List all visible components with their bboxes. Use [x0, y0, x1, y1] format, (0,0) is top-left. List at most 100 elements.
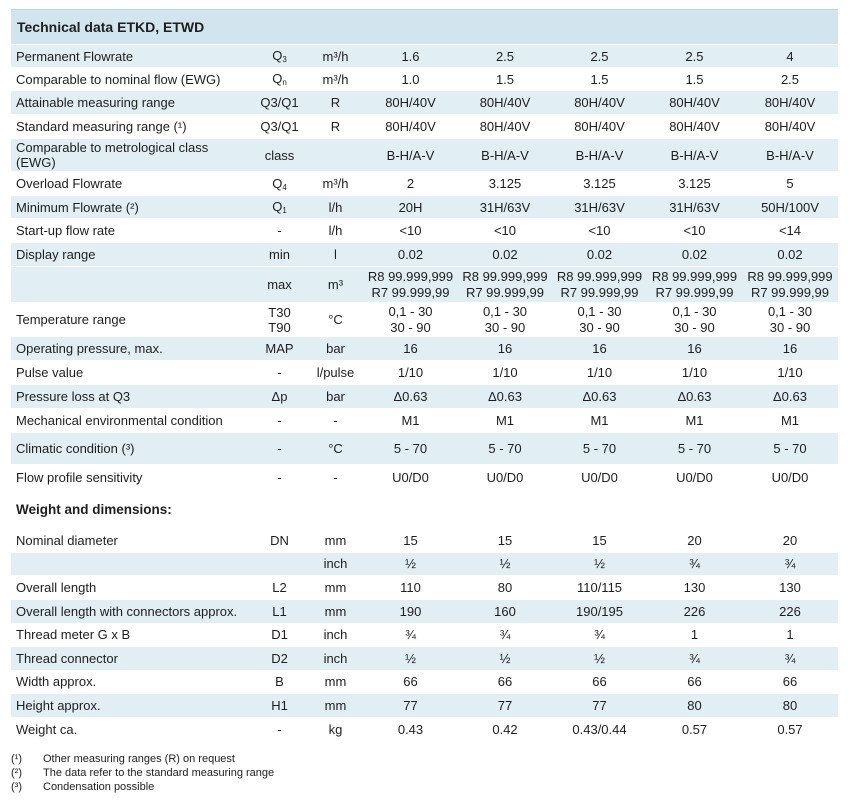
row-label: Pulse value	[11, 360, 251, 385]
value-cell: 80H/40V	[458, 114, 552, 139]
value-cell: 110	[363, 574, 458, 599]
value-line: R8 99.999,999	[651, 268, 738, 284]
footnote-mark: (³)	[11, 781, 22, 793]
row-symbol: Q3/Q1	[251, 114, 308, 139]
value-line: 30 - 90	[769, 319, 811, 335]
row-label: Minimum Flowrate (²)	[11, 195, 251, 219]
row-label: Flow profile sensitivity	[11, 464, 251, 490]
row-label: Nominal diameter	[11, 527, 251, 552]
value-cell: U0/D0	[552, 464, 647, 490]
value-cell: 160	[458, 598, 552, 623]
value-cell: 77	[363, 692, 458, 717]
row-unit: mm	[308, 669, 363, 693]
value-line: R7 99.999,99	[560, 284, 639, 300]
value-cell: Δ0.63	[552, 384, 647, 409]
value-cell: 80H/40V	[647, 90, 742, 115]
value-cell: Δ0.63	[742, 384, 838, 409]
value-cell: 2	[363, 171, 458, 196]
value-cell: B-H/A-V	[552, 138, 647, 172]
value-cell: <10	[363, 218, 458, 243]
row-label: Climatic condition (³)	[11, 432, 251, 465]
value-cell: 1.5	[552, 67, 647, 91]
footnote-text: Condensation possible	[43, 781, 155, 793]
footnote: (¹) Other measuring ranges (R) on request	[11, 752, 274, 766]
row-symbol: -	[251, 408, 308, 433]
value-cell: 80H/40V	[458, 90, 552, 115]
value-line: 30 - 90	[579, 319, 620, 335]
row-label: Mechanical environmental condition	[11, 408, 251, 433]
value-line: 0,1 - 30	[577, 303, 622, 319]
value-cell: 31H/63V	[552, 195, 647, 219]
value-cell: 80H/40V	[742, 114, 838, 139]
row-label: Weight ca.	[11, 716, 251, 741]
row-unit: -	[308, 464, 363, 490]
value-line: R8 99.999,999	[367, 268, 454, 284]
table-row: max m³ R8 99.999,999 R7 99.999,99 R8 99.999,…	[11, 266, 838, 303]
table-row: Overload Flowrate Q4 m³/h 2 3.125 3.125 3.125 5	[11, 171, 838, 196]
value-cell: 190	[363, 598, 458, 623]
row-symbol: -	[251, 360, 308, 385]
table-row: Comparable to metrological class (EWG) cl…	[11, 138, 838, 172]
value-line: 0,1 - 30	[672, 303, 717, 319]
value-cell: 3.125	[458, 171, 552, 196]
symbol-subscript: 4	[282, 182, 287, 192]
value-cell: R8 99.999,999 R7 99.999,99	[742, 266, 838, 303]
table-row: Thread meter G x B D1 inch ¾ ¾ ¾ 1 1	[11, 622, 839, 646]
value-cell: 0.43	[363, 716, 458, 741]
value-cell: <14	[742, 218, 838, 243]
table-row: Thread connector D2 inch ½ ½ ½ ¾ ¾	[11, 645, 839, 670]
row-symbol: Q3/Q1	[251, 90, 308, 115]
value-cell: 16	[742, 336, 838, 361]
value-cell: 1.5	[647, 67, 742, 91]
row-label: Width approx.	[11, 669, 251, 693]
value-line: R7 99.999,99	[750, 284, 830, 300]
value-cell: 66	[552, 669, 647, 693]
value-cell: B-H/A-V	[458, 138, 552, 172]
row-symbol: max	[251, 266, 308, 303]
footnotes: (¹) Other measuring ranges (R) on request…	[11, 752, 274, 794]
value-cell: 20H	[363, 195, 458, 219]
footnote-text: Other measuring ranges (R) on request	[43, 753, 235, 765]
value-cell: ¾	[742, 645, 839, 670]
row-symbol: -	[251, 464, 308, 490]
table-row: Flow profile sensitivity - - U0/D0 U0/D0 U0/D…	[11, 464, 838, 490]
value-cell: R8 99.999,999 R7 99.999,99	[552, 266, 647, 303]
table-row: inch ½ ½ ½ ¾ ¾	[11, 551, 839, 575]
symbol-text: Q	[272, 175, 283, 191]
value-cell: 1	[742, 622, 839, 646]
value-cell: 1/10	[458, 360, 552, 385]
row-unit: R	[308, 90, 363, 115]
value-cell: 0.57	[647, 716, 742, 741]
value-cell: ½	[363, 551, 458, 575]
symbol-line: T30	[268, 304, 291, 320]
value-cell: ½	[552, 645, 647, 670]
row-symbol: Δp	[251, 384, 308, 409]
row-symbol: Q3	[251, 44, 308, 68]
value-cell: 2.5	[742, 67, 838, 91]
value-cell: R8 99.999,999 R7 99.999,99	[363, 266, 458, 303]
value-cell: M1	[742, 408, 838, 433]
row-symbol: Q1	[251, 195, 308, 219]
value-cell: 0,1 - 30 30 - 90	[742, 302, 838, 337]
value-cell: 16	[458, 336, 552, 361]
value-cell: <10	[458, 218, 552, 243]
row-symbol: class	[251, 138, 308, 172]
weight-dimensions-grid: Weight and dimensions: Nominal diameter D…	[11, 489, 839, 741]
value-cell: <10	[552, 218, 647, 243]
row-label: Thread connector	[11, 645, 251, 670]
row-unit: l/h	[308, 218, 363, 243]
value-cell: ½	[458, 645, 552, 670]
value-cell: 1.0	[363, 67, 458, 91]
value-cell: U0/D0	[458, 464, 552, 490]
value-cell: 0,1 - 30 30 - 90	[458, 302, 552, 337]
row-unit: m³	[308, 266, 363, 303]
value-cell: 5 - 70	[647, 432, 742, 465]
value-cell: 80H/40V	[363, 114, 458, 139]
row-symbol: D2	[251, 645, 308, 670]
value-cell: 3.125	[647, 171, 742, 196]
value-cell: 110/115	[552, 574, 647, 599]
row-symbol	[251, 551, 308, 575]
table-row: Attainable measuring range Q3/Q1 R 80H/40V 8…	[11, 90, 838, 115]
row-unit: bar	[308, 384, 363, 409]
row-unit: mm	[308, 598, 363, 623]
